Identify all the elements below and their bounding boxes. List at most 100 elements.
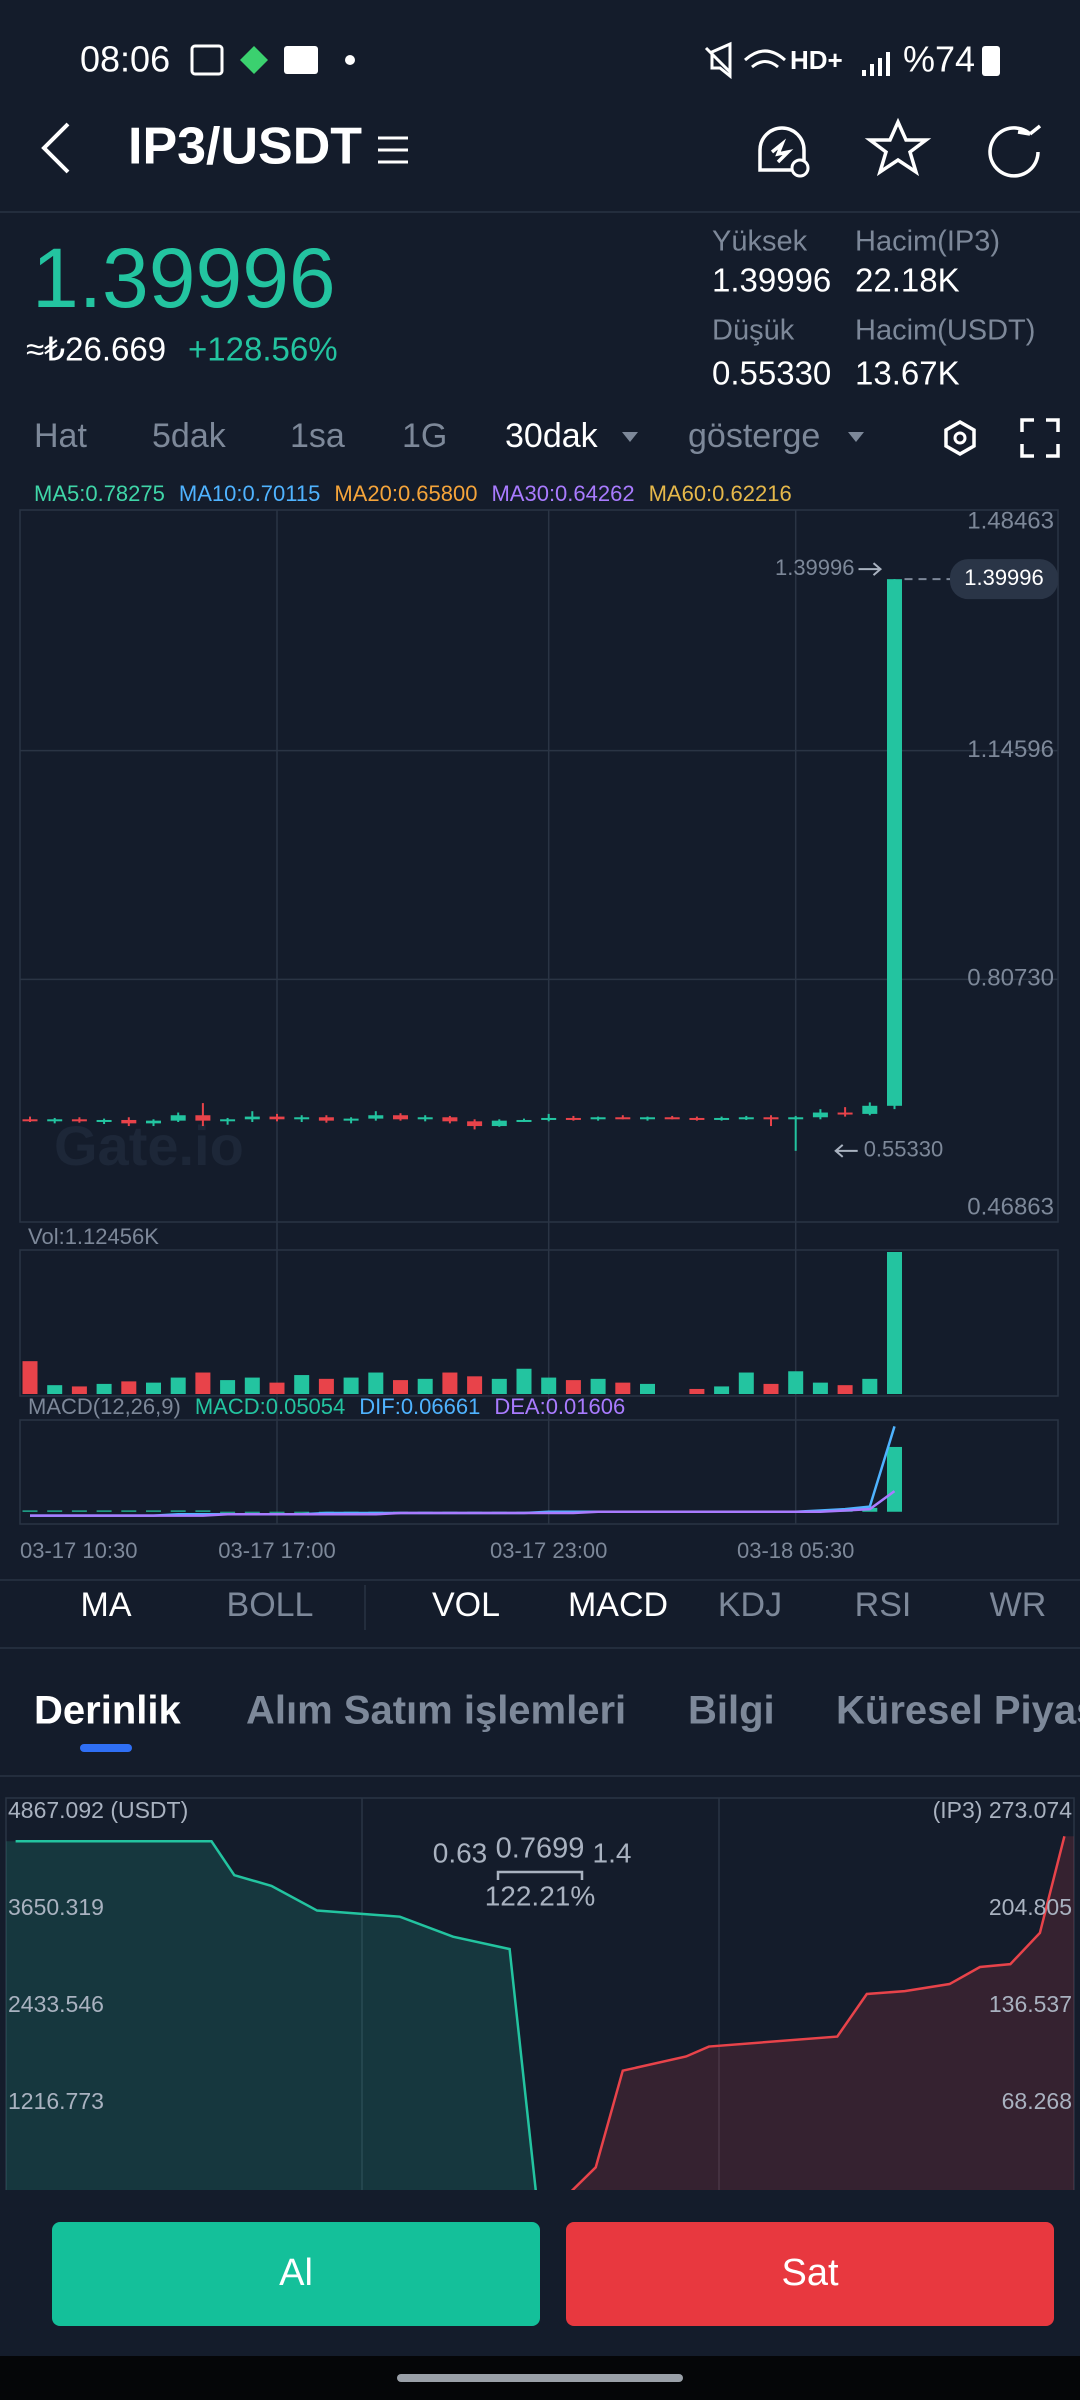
candle-body bbox=[491, 1120, 507, 1127]
x-tick-label: 03-17 17:00 bbox=[218, 1538, 335, 1563]
candle-body bbox=[565, 1117, 581, 1120]
ma-legend: MA5:0.78275 MA10:0.70115 MA20:0.65800 MA30:… bbox=[34, 481, 792, 506]
candle-body bbox=[220, 1119, 236, 1122]
stat-value: 22.18K bbox=[855, 262, 960, 299]
depth-y-tick-label: 1216.773 bbox=[8, 2088, 104, 2114]
indicator-tab[interactable]: VOL bbox=[432, 1586, 500, 1624]
settings-button[interactable] bbox=[944, 419, 976, 457]
candle-body bbox=[812, 1112, 828, 1118]
macd-bar bbox=[22, 1510, 38, 1512]
battery-icon bbox=[982, 46, 1000, 76]
candle-body bbox=[590, 1117, 606, 1120]
status-icon bbox=[190, 44, 224, 76]
mute-icon bbox=[704, 41, 732, 80]
volume-bar bbox=[442, 1372, 458, 1394]
indicator-tab[interactable]: BOLL bbox=[227, 1586, 314, 1624]
volume-bar bbox=[541, 1377, 557, 1394]
depth-annotation: 1.4 bbox=[593, 1837, 632, 1868]
indicator-tab[interactable]: WR bbox=[990, 1586, 1047, 1624]
indicator-tab[interactable]: KDJ bbox=[718, 1586, 782, 1624]
volume-bar bbox=[121, 1381, 137, 1394]
candle-body bbox=[763, 1117, 779, 1120]
pair-title[interactable]: IP3/USDT bbox=[128, 118, 362, 176]
fullscreen-button[interactable] bbox=[1020, 418, 1060, 458]
legend-entry: DIF:0.06661 bbox=[359, 1394, 480, 1419]
candle-body bbox=[244, 1116, 260, 1120]
stat-value: 0.55330 bbox=[712, 355, 831, 392]
pair-menu-icon[interactable] bbox=[378, 136, 408, 164]
volume-bar bbox=[467, 1376, 483, 1394]
last-price: 1.39996 bbox=[32, 231, 336, 325]
timeframe-tab[interactable]: Hat bbox=[34, 417, 87, 455]
volume-bar bbox=[615, 1382, 631, 1394]
sell-button[interactable] bbox=[566, 2222, 1054, 2326]
indicator-tab[interactable]: MACD bbox=[568, 1586, 668, 1624]
depth-annotation: 122.21% bbox=[485, 1880, 596, 1911]
dropdown-arrow bbox=[848, 432, 864, 442]
volume-bar bbox=[788, 1371, 804, 1394]
macd-bar bbox=[47, 1510, 63, 1512]
depth-y2-tick-label: 136.537 bbox=[989, 1991, 1072, 2017]
volume-bar bbox=[96, 1383, 112, 1394]
volume-bar bbox=[220, 1380, 236, 1394]
candle-body bbox=[788, 1117, 804, 1120]
high-annotation: 1.39996 bbox=[775, 555, 855, 580]
section-tab[interactable]: Bilgi bbox=[688, 1689, 775, 1733]
section-tab[interactable]: Küresel Piyas bbox=[836, 1689, 1080, 1733]
timeframe-tab-active[interactable]: 30dak bbox=[505, 417, 599, 455]
candle-body bbox=[22, 1119, 38, 1122]
timeframe-tab[interactable]: 5dak bbox=[152, 417, 227, 455]
refresh-button[interactable] bbox=[988, 124, 1042, 178]
volume-bar bbox=[714, 1386, 730, 1394]
volume-bar bbox=[417, 1378, 433, 1394]
section-tab[interactable]: Alım Satım işlemleri bbox=[246, 1689, 626, 1733]
ma-legend-item: MA30:0.64262 bbox=[491, 481, 634, 506]
volume-bar bbox=[393, 1380, 408, 1394]
watermark: Gate.io bbox=[54, 1114, 244, 1177]
macd-bar bbox=[121, 1510, 137, 1512]
section-tab-active[interactable]: Derinlik bbox=[34, 1689, 181, 1733]
price-try: ≈₺26.669 bbox=[26, 331, 166, 368]
depth-y2-tick-label: 204.805 bbox=[989, 1894, 1072, 1920]
candle-body bbox=[640, 1117, 655, 1120]
battery-level: %74 bbox=[903, 39, 975, 80]
macd-bar bbox=[170, 1510, 186, 1512]
indicator-tab[interactable]: RSI bbox=[855, 1586, 912, 1624]
indicator-tab[interactable]: MA bbox=[81, 1586, 132, 1624]
volume-bar bbox=[887, 1252, 902, 1394]
candle-body bbox=[467, 1121, 483, 1127]
candle-body bbox=[146, 1120, 161, 1124]
low-annotation: 0.55330 bbox=[864, 1137, 944, 1162]
volume-bar bbox=[763, 1383, 779, 1394]
home-indicator[interactable] bbox=[397, 2374, 683, 2382]
candle-body bbox=[689, 1117, 705, 1120]
candle-body bbox=[738, 1117, 754, 1120]
volume-bar bbox=[862, 1378, 878, 1394]
back-button[interactable] bbox=[41, 122, 70, 174]
y-tick-label: 1.48463 bbox=[967, 507, 1054, 534]
timeframe-tab[interactable]: 1G bbox=[402, 417, 447, 455]
signal-icon bbox=[862, 52, 890, 76]
legend-entry: DEA:0.01606 bbox=[494, 1394, 625, 1419]
charts: 1.48463 1.14596 0.80730 0.46863 03-17 10:30 0… bbox=[20, 507, 1058, 1563]
ma-legend-item: MA20:0.65800 bbox=[334, 481, 477, 506]
stat-value: 13.67K bbox=[855, 355, 960, 392]
stat-label: Düşük bbox=[712, 315, 795, 347]
x-tick-label: 03-17 10:30 bbox=[20, 1538, 137, 1563]
candle-body bbox=[294, 1117, 310, 1120]
sell-label[interactable]: Sat bbox=[781, 2252, 838, 2294]
volume-bar bbox=[343, 1377, 359, 1394]
buy-label[interactable]: Al bbox=[279, 2252, 313, 2294]
candle-body bbox=[541, 1117, 557, 1120]
volume-bar bbox=[565, 1380, 581, 1394]
favorite-button[interactable] bbox=[864, 117, 932, 177]
volume-bar bbox=[738, 1372, 754, 1394]
volume-bar bbox=[640, 1383, 655, 1394]
volume-bar bbox=[491, 1378, 507, 1394]
indicator-dropdown[interactable]: gösterge bbox=[688, 417, 820, 455]
buy-button[interactable] bbox=[52, 2222, 540, 2326]
alert-button[interactable] bbox=[758, 126, 806, 172]
timeframe-tab[interactable]: 1sa bbox=[290, 417, 345, 455]
